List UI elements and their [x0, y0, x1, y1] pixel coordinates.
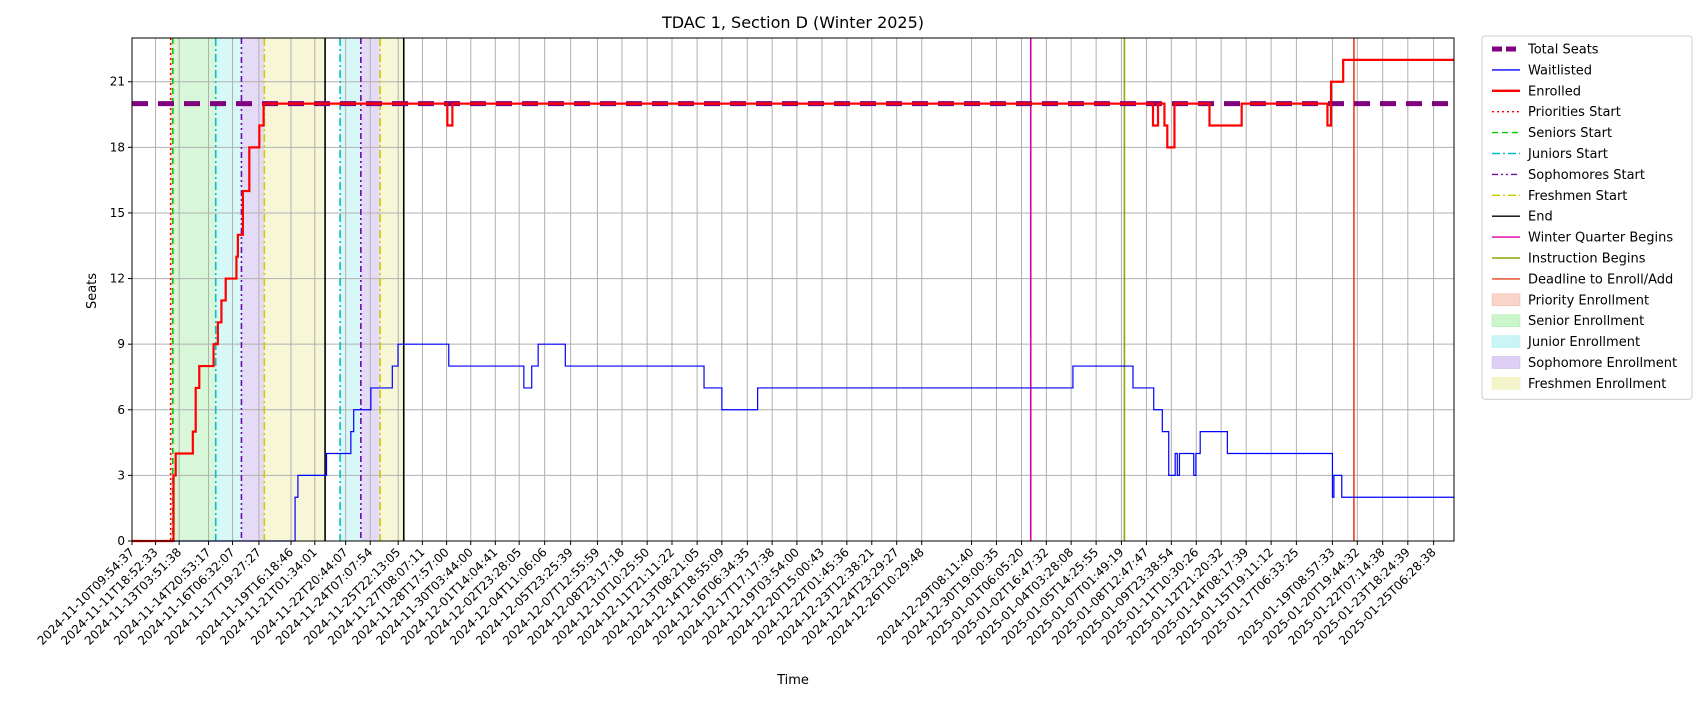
legend-label-sophomore-enrollment: Sophomore Enrollment	[1528, 356, 1677, 371]
legend-label-winter-quarter-begins: Winter Quarter Begins	[1528, 231, 1673, 246]
y-axis-ticks: 0 3 6 9 12 15 18 21	[110, 75, 132, 548]
x-axis-ticks: 2024-11-10T09:54:372024-11-11T18:52:3320…	[35, 541, 1439, 648]
shade-freshmen-enrollment	[264, 38, 326, 541]
chart-title: TDAC 1, Section D (Winter 2025)	[661, 13, 924, 32]
legend-label-priority-enrollment: Priority Enrollment	[1528, 293, 1649, 308]
legend-swatch-junior-enrollment	[1491, 335, 1521, 348]
y-axis-label: Seats	[85, 273, 100, 309]
legend-label-junior-enrollment: Junior Enrollment	[1527, 335, 1640, 350]
legend: Total Seats Waitlisted Enrolled Priorities …	[1481, 35, 1693, 400]
series-line-enrolled	[132, 58, 1454, 543]
shade-junior-enrollment	[215, 38, 242, 541]
legend-label-instruction-begins: Instruction Begins	[1528, 252, 1646, 267]
legend-label-senior-enrollment: Senior Enrollment	[1528, 314, 1644, 329]
legend-label-waitlisted: Waitlisted	[1528, 63, 1592, 78]
plot-frame	[131, 37, 1455, 542]
y-tick-label: 6	[117, 403, 125, 417]
y-tick-label: 18	[110, 140, 125, 154]
x-axis-label: Time	[776, 673, 809, 688]
shade-freshmen-enrollment	[380, 38, 404, 541]
grid-lines	[131, 38, 1454, 542]
legend-swatch-senior-enrollment	[1491, 314, 1521, 327]
y-tick-label: 0	[117, 534, 125, 548]
legend-swatch-priority-enrollment	[1491, 293, 1521, 307]
shade-sophomore-enrollment	[241, 38, 265, 541]
legend-box	[1481, 35, 1693, 400]
legend-label-freshmen-enrollment: Freshmen Enrollment	[1528, 377, 1666, 392]
legend-swatch-sophomore-enrollment	[1491, 356, 1521, 369]
event-lines	[169, 38, 1355, 541]
y-tick-label: 15	[110, 206, 125, 220]
legend-swatch-freshmen-enrollment	[1491, 377, 1521, 390]
y-tick-label: 9	[117, 337, 125, 351]
shade-junior-enrollment	[340, 38, 361, 541]
legend-label-seniors-start: Seniors Start	[1528, 126, 1612, 141]
shade-priority-enrollment	[170, 38, 173, 541]
legend-label-juniors-start: Juniors Start	[1527, 147, 1608, 162]
legend-label-priorities-start: Priorities Start	[1528, 105, 1621, 120]
legend-label-end: End	[1528, 210, 1553, 225]
series-lines	[132, 58, 1454, 543]
y-tick-label: 3	[117, 468, 125, 482]
legend-label-sophomores-start: Sophomores Start	[1528, 168, 1645, 183]
legend-label-total-seats: Total Seats	[1527, 43, 1599, 58]
legend-label-freshmen-start: Freshmen Start	[1528, 189, 1627, 204]
legend-label-deadline-to-enroll-add: Deadline to Enroll/Add	[1528, 272, 1673, 287]
y-tick-label: 21	[110, 75, 125, 89]
shaded-regions	[170, 38, 404, 541]
series-line-waitlisted	[132, 343, 1454, 542]
legend-label-enrolled: Enrolled	[1528, 84, 1581, 99]
y-tick-label: 12	[110, 272, 125, 286]
